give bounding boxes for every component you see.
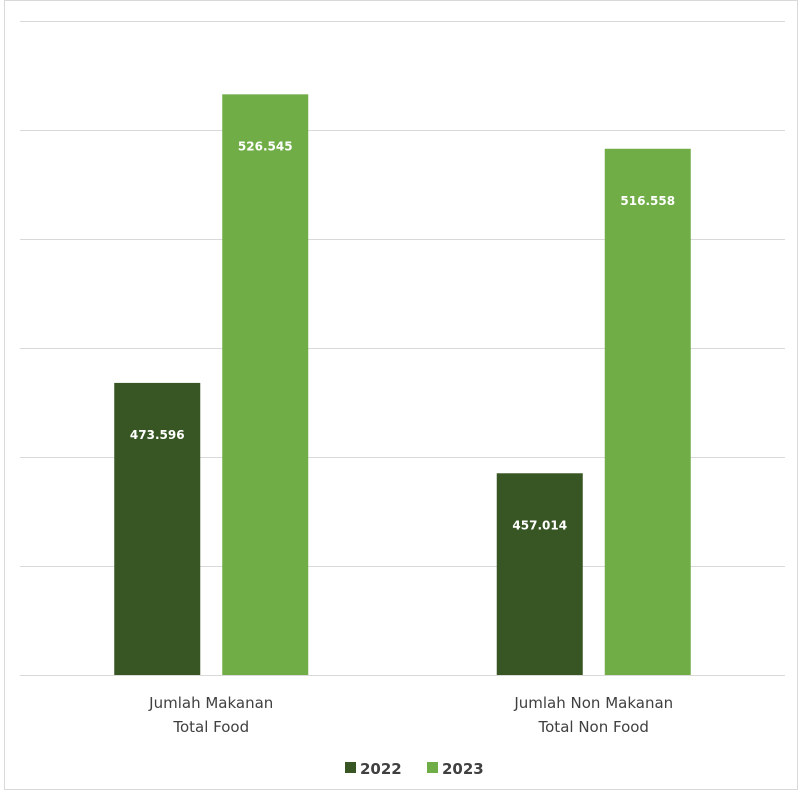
legend-swatch-2022 — [345, 762, 356, 773]
data-label-2023-0: 526.545 — [238, 139, 293, 153]
legend-label-2022: 2022 — [360, 760, 402, 778]
bar-2022-1 — [496, 473, 583, 675]
data-label-2022-1: 457.014 — [512, 518, 567, 532]
bars — [114, 94, 691, 675]
legend-label-2023: 2023 — [442, 760, 484, 778]
bar-2022-0 — [114, 382, 201, 675]
data-label-2022-0: 473.596 — [130, 428, 185, 442]
category-label: Jumlah Makanan — [148, 694, 273, 712]
legend: 2022 2023 — [345, 760, 484, 778]
category-label: Total Non Food — [538, 718, 649, 736]
category-label: Total Food — [172, 718, 249, 736]
bar-2023-1 — [604, 148, 691, 675]
category-labels: Jumlah Makanan Total Food Jumlah Non Makan… — [148, 694, 673, 736]
category-label: Jumlah Non Makanan — [513, 694, 673, 712]
data-label-2023-1: 516.558 — [620, 194, 675, 208]
bar-2023-0 — [222, 94, 309, 675]
data-labels: 473.596 526.545 457.014 516.558 — [130, 139, 675, 532]
legend-swatch-2023 — [427, 762, 438, 773]
